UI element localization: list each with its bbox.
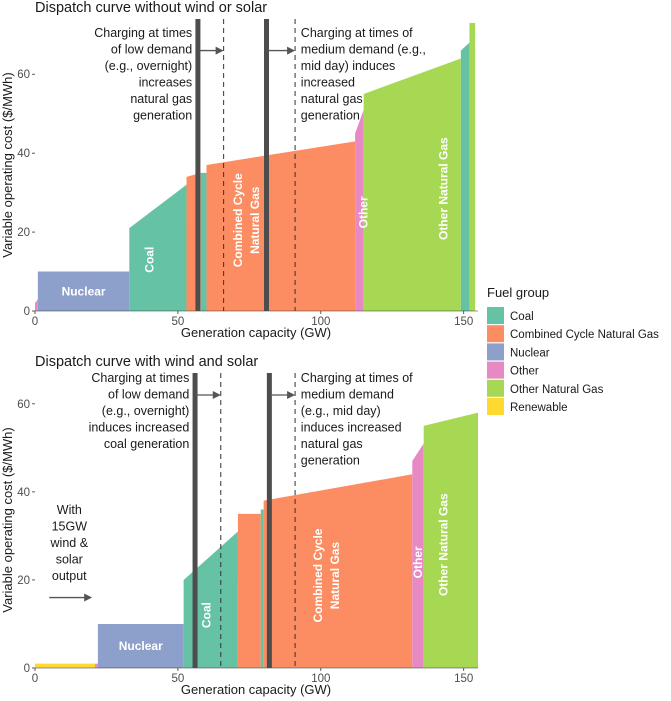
legend-label: Combined Cycle Natural Gas: [510, 329, 659, 341]
legend-label: Nuclear: [510, 347, 550, 359]
segment-combined-cycle-natural-gas: [263, 474, 413, 668]
segment-label: Combined Cycle: [311, 528, 325, 622]
arrow-head: [84, 593, 93, 602]
x-tick-label: 100: [311, 316, 330, 328]
x-tick-label: 50: [172, 673, 185, 685]
x-tick-label: 50: [172, 316, 185, 328]
segment-other: [35, 299, 38, 311]
legend-title: Fuel group: [487, 285, 549, 300]
segment-coal: [260, 509, 264, 668]
legend: Fuel group Coal Combined Cycle Natural Ga…: [487, 285, 659, 415]
legend-label: Coal: [510, 311, 534, 323]
segment-label: Nuclear: [62, 284, 106, 298]
chart-title: Dispatch curve without wind or solar: [35, 0, 267, 16]
legend-swatch: [487, 398, 504, 415]
legend-swatch: [487, 325, 504, 343]
legend-label: Renewable: [510, 402, 568, 414]
legend-label: Other: [510, 366, 539, 378]
segment-nuclear: [37, 271, 130, 311]
segment-label: Coal: [142, 247, 156, 273]
segment-combined-cycle-natural-gas: [206, 141, 356, 311]
segment-renewable: [35, 663, 96, 668]
x-tick-label: 100: [311, 673, 330, 685]
chart-title: Dispatch curve with wind and solar: [35, 354, 258, 370]
annotation: Charging at times of medium demand (e.g., …: [301, 371, 413, 468]
y-axis-label: Variable operating cost ($/MWh): [0, 427, 15, 612]
segment-combined-cycle-natural-gas: [237, 513, 261, 668]
segment-other-natural-gas: [363, 58, 461, 312]
segment-coal: [200, 172, 207, 311]
segment-label: Other Natural Gas: [437, 493, 451, 596]
segment-label: Other: [357, 196, 371, 228]
chart-with-wind-solar: Dispatch curve with wind and solar Nucle…: [0, 354, 478, 697]
segment-other-natural-gas: [469, 22, 476, 311]
chart-without-wind-solar: Dispatch curve without wind or solar Nuc…: [0, 0, 478, 340]
segment-label: Natural Gas: [328, 542, 342, 610]
x-axis-label: Generation capacity (GW): [181, 682, 331, 697]
segment-coal: [129, 184, 187, 311]
segment-other-natural-gas: [423, 412, 478, 668]
annotation: Charging at times of low demand (e.g., ove…: [89, 371, 190, 451]
arrow-head: [215, 46, 224, 55]
y-tick-label: 20: [17, 227, 30, 239]
segment-label: Nuclear: [119, 639, 163, 653]
y-tick-label: 60: [17, 69, 30, 81]
segment-coal: [460, 42, 470, 312]
arrow-head: [287, 391, 296, 400]
legend-swatch: [487, 361, 504, 379]
y-axis-label: Variable operating cost ($/MWh): [0, 72, 15, 257]
y-tick-label: 40: [17, 148, 30, 160]
segment-label: Coal: [199, 602, 213, 628]
x-tick-label: 150: [454, 673, 473, 685]
segment-label: Other: [411, 546, 425, 578]
segment-other: [412, 443, 424, 668]
legend-label: Other Natural Gas: [510, 384, 604, 396]
legend-swatch: [487, 343, 504, 361]
y-tick-label: 0: [24, 306, 30, 318]
segment-other: [355, 109, 364, 311]
y-tick-label: 20: [17, 575, 30, 587]
arrow-head: [212, 391, 221, 400]
x-axis-label: Generation capacity (GW): [181, 325, 331, 340]
annotation: Charging at times of low demand (e.g., ove…: [94, 26, 192, 123]
annotation: With 15GW wind & solar output: [50, 503, 89, 583]
annotation: Charging at times of medium demand (e.g.,…: [301, 26, 426, 123]
segment-nuclear: [97, 623, 184, 668]
x-tick-label: 0: [32, 673, 38, 685]
segment-label: Combined Cycle: [231, 173, 245, 267]
segment-other: [95, 663, 98, 668]
y-tick-label: 40: [17, 487, 30, 499]
segment-label: Natural Gas: [248, 186, 262, 254]
legend-swatch: [487, 379, 504, 397]
y-tick-label: 0: [24, 663, 30, 675]
legend-swatch: [487, 307, 504, 324]
x-tick-label: 150: [454, 316, 473, 328]
x-tick-label: 0: [32, 316, 38, 328]
y-tick-label: 60: [17, 399, 30, 411]
arrow-head: [287, 46, 296, 55]
segment-label: Other Natural Gas: [437, 137, 451, 240]
